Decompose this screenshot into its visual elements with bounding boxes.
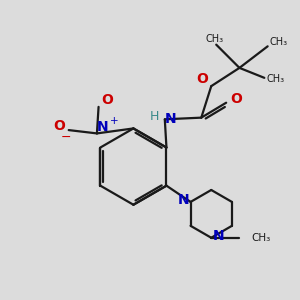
Text: N: N (177, 193, 189, 207)
Text: CH₃: CH₃ (269, 37, 287, 47)
Text: N: N (213, 229, 224, 243)
Text: O: O (230, 92, 242, 106)
Text: CH₃: CH₃ (206, 34, 224, 44)
Text: O: O (53, 119, 65, 133)
Text: N: N (97, 120, 109, 134)
Text: H: H (149, 110, 159, 124)
Text: −: − (61, 131, 71, 144)
Text: O: O (196, 73, 208, 86)
Text: CH₃: CH₃ (251, 233, 270, 243)
Text: N: N (165, 112, 177, 126)
Text: +: + (110, 116, 118, 126)
Text: CH₃: CH₃ (267, 74, 285, 85)
Text: O: O (101, 93, 113, 107)
